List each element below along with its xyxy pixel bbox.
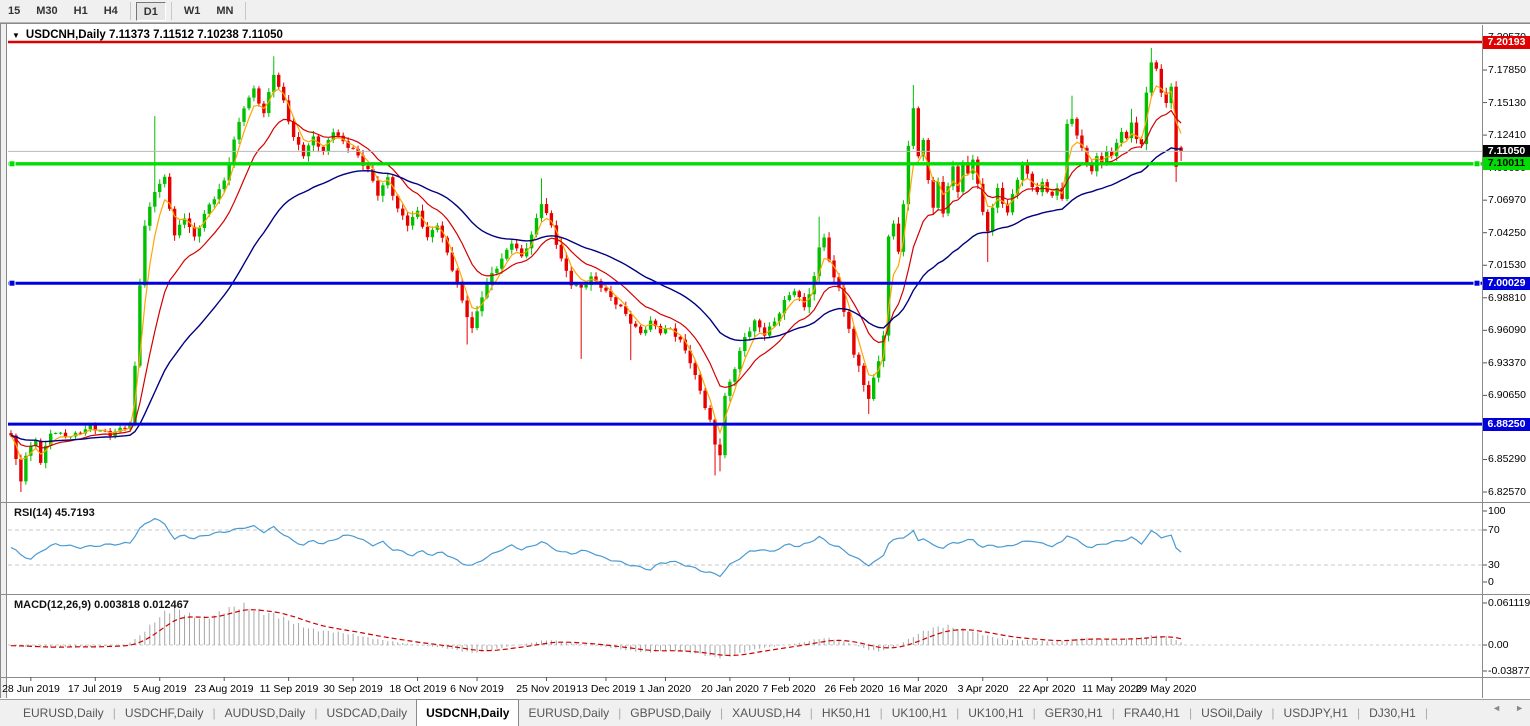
tab-separator: |: [809, 706, 813, 720]
date-axis-label: 26 Feb 2020: [824, 683, 884, 695]
symbol-tab-usdjpy-h1[interactable]: USDJPY,H1: [1283, 706, 1349, 720]
toolbar-separator: [245, 2, 247, 20]
symbol-tab-xauusd-h4[interactable]: XAUUSD,H4: [732, 706, 801, 720]
symbol-tab-usoil-daily[interactable]: USOil,Daily: [1201, 706, 1263, 720]
chart-symbol-label[interactable]: ▼ USDCNH,Daily 7.11373 7.11512 7.10238 7…: [12, 29, 283, 41]
price-axis-tick: 6.96090: [1488, 324, 1526, 336]
timeframe-button-h1[interactable]: H1: [73, 4, 88, 17]
price-axis-tick: 7.01530: [1488, 259, 1526, 271]
price-axis-tick: 6.98810: [1488, 292, 1526, 304]
symbol-tab-usdchf-daily[interactable]: USDCHF,Daily: [124, 706, 204, 720]
symbol-tab-ger30-h1[interactable]: GER30,H1: [1044, 706, 1103, 720]
timeframe-button-h4[interactable]: H4: [103, 4, 118, 17]
date-axis-label: 18 Oct 2019: [389, 683, 447, 695]
symbol-tab-uk100-h1[interactable]: UK100,H1: [968, 706, 1024, 720]
rsi-axis-tick: 100: [1488, 505, 1506, 517]
timeframe-button-d1[interactable]: D1: [135, 1, 166, 21]
symbol-tab-gbpusd-daily[interactable]: GBPUSD,Daily: [630, 706, 711, 720]
date-axis-label: 29 May 2020: [1135, 683, 1197, 695]
rsi-label: RSI(14) 45.7193: [14, 507, 95, 519]
date-axis-label: 28 Jun 2019: [2, 683, 60, 695]
symbol-tab-eurusd-daily[interactable]: EURUSD,Daily: [528, 706, 610, 720]
timeframe-button-m30[interactable]: M30: [36, 4, 58, 17]
date-axis-label: 11 May 2020: [1082, 683, 1142, 695]
macd-label: MACD(12,26,9) 0.003818 0.012467: [14, 599, 189, 611]
macd-axis-tick: 0.00: [1488, 639, 1509, 651]
tab-separator: |: [1111, 706, 1115, 720]
price-axis-tick: 7.04250: [1488, 227, 1526, 239]
price-level-badge: 7.10011: [1483, 157, 1530, 170]
date-axis-label: 20 Jan 2020: [701, 683, 759, 695]
price-axis-tick: 7.12410: [1488, 129, 1526, 141]
date-axis-label: 22 Apr 2020: [1018, 683, 1076, 695]
price-axis-tick: 6.82570: [1488, 486, 1526, 498]
tab-separator: |: [618, 706, 622, 720]
price-axis-tick: 7.15130: [1488, 97, 1526, 109]
macd-axis-tick: -0.03877: [1488, 665, 1530, 677]
symbol-tab-audusd-daily[interactable]: AUDUSD,Daily: [224, 706, 306, 720]
date-axis-label: 6 Nov 2019: [450, 683, 504, 695]
symbol-tab-dj30-h1[interactable]: DJ30,H1: [1369, 706, 1416, 720]
symbol-tab-fra40-h1[interactable]: FRA40,H1: [1123, 706, 1180, 720]
rsi-axis-tick: 0: [1488, 576, 1494, 588]
chart-window-left-edge: [0, 24, 7, 698]
date-axis-label: 30 Sep 2019: [323, 683, 383, 695]
chart-window-border: [0, 23, 1530, 24]
timeframe-button-w1[interactable]: W1: [183, 4, 201, 17]
toolbar-separator: [170, 2, 172, 20]
date-axis-label: 1 Jan 2020: [639, 683, 691, 695]
tab-scroll-right-icon[interactable]: ►: [1515, 703, 1524, 713]
date-axis-label: 7 Feb 2020: [762, 683, 816, 695]
date-axis-label: 16 Mar 2020: [888, 683, 948, 695]
price-level-badge: 7.11050: [1483, 145, 1530, 158]
chart-title-text: USDCNH,Daily 7.11373 7.11512 7.10238 7.1…: [25, 29, 283, 41]
rsi-axis-tick: 30: [1488, 559, 1500, 571]
tab-scroll-left-icon[interactable]: ◄: [1492, 703, 1502, 713]
price-axis-tick: 6.90650: [1488, 389, 1526, 401]
date-axis-label: 11 Sep 2019: [259, 683, 319, 695]
timeframe-button-15[interactable]: 15: [8, 4, 21, 17]
symbol-tab-eurusd-daily[interactable]: EURUSD,Daily: [23, 706, 104, 720]
tab-separator: |: [719, 706, 724, 720]
macd-axis-tick: 0.061119: [1488, 597, 1530, 609]
date-axis-label: 3 Apr 2020: [957, 683, 1009, 695]
date-axis-label: 23 Aug 2019: [194, 683, 254, 695]
tab-separator: |: [879, 706, 883, 720]
tab-separator: |: [1424, 706, 1428, 720]
tab-separator: |: [1188, 706, 1193, 720]
price-level-badge: 7.00029: [1483, 277, 1530, 290]
tab-separator: |: [956, 706, 960, 720]
symbol-tab-uk100-h1[interactable]: UK100,H1: [891, 706, 948, 720]
symbol-tab-usdcad-daily[interactable]: USDCAD,Daily: [326, 706, 408, 720]
symbol-tabbar: EURUSD,Daily | USDCHF,Daily | AUDUSD,Daily | U…: [0, 699, 1530, 726]
symbol-tab-hk50-h1[interactable]: HK50,H1: [821, 706, 871, 720]
price-axis-tick: 7.06970: [1488, 194, 1526, 206]
tab-separator: |: [314, 706, 318, 720]
tab-scroll-nav: ◄ ►: [1492, 703, 1524, 713]
date-axis-label: 5 Aug 2019: [133, 683, 187, 695]
tab-separator: |: [1357, 706, 1361, 720]
symbol-tab-usdcnh-daily[interactable]: USDCNH,Daily: [416, 699, 520, 726]
tab-separator: |: [112, 706, 116, 720]
tab-separator: |: [1032, 706, 1036, 720]
tab-separator: |: [1271, 706, 1275, 720]
price-level-badge: 7.20193: [1483, 36, 1530, 49]
price-axis-tick: 6.93370: [1488, 357, 1526, 369]
price-level-badge: 6.88250: [1483, 418, 1530, 431]
price-axis-tick: 6.85290: [1488, 453, 1526, 465]
date-axis-label: 13 Dec 2019: [576, 683, 636, 695]
tab-separator: |: [212, 706, 216, 720]
date-axis-label: 17 Jul 2019: [67, 683, 123, 695]
price-axis-tick: 7.17850: [1488, 64, 1526, 76]
rsi-axis-tick: 70: [1488, 524, 1500, 536]
chevron-down-icon: ▼: [12, 30, 20, 40]
timeframe-toolbar: 15 M30 H1 H4 D1 W1 MN: [0, 0, 1530, 23]
date-axis-label: 25 Nov 2019: [516, 683, 576, 695]
timeframe-button-mn[interactable]: MN: [216, 4, 234, 17]
toolbar-separator: [129, 2, 131, 20]
